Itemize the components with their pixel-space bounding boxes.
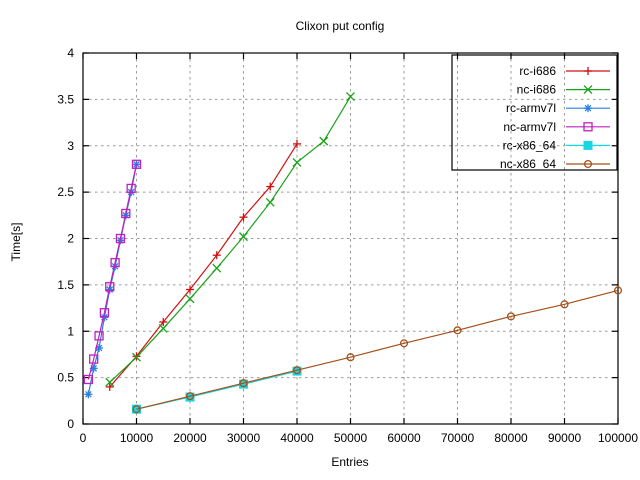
series-polyline (136, 289, 619, 410)
x-tick-label: 0 (80, 431, 87, 445)
chart-title: Clixon put config (296, 19, 385, 33)
data-point-marker (185, 392, 195, 401)
y-tick-label: 2.5 (57, 185, 74, 199)
legend-label-nc-armv7l: nc-armv7l (503, 120, 556, 134)
series-polyline (109, 143, 298, 388)
data-point-marker (292, 366, 302, 375)
series-polyline (109, 96, 352, 383)
data-point-marker (319, 136, 329, 146)
data-series-rc-i686 (105, 139, 301, 391)
data-point-marker (126, 183, 136, 194)
data-series-nc-i686 (105, 92, 355, 387)
data-series-nc-armv7l (83, 159, 142, 385)
data-point-marker (186, 285, 194, 294)
x-tick-label: 100000 (598, 431, 638, 445)
y-tick-label: 0 (67, 417, 74, 431)
x-tick-label: 50000 (334, 431, 368, 445)
data-point-marker (266, 182, 275, 191)
data-point-marker (110, 257, 120, 268)
x-tick-labels: 0 10000 20000 30000 40000 50000 60000 70000 8000… (80, 431, 639, 445)
y-tick-label: 3.5 (57, 92, 74, 106)
data-point-marker (94, 331, 104, 341)
y-tick-label: 2 (67, 232, 74, 246)
legend-label-nc-i686: nc-i686 (517, 83, 557, 97)
data-point-marker (560, 300, 569, 309)
x-tick-label: 40000 (280, 431, 314, 445)
data-point-marker (613, 286, 623, 295)
data-point-marker (265, 197, 275, 207)
legend-label-nc-x86_64: nc-x86_64 (500, 157, 556, 171)
data-point-marker (212, 251, 221, 260)
data-point-marker (105, 377, 115, 387)
y-tick-label: 1.5 (57, 278, 74, 292)
y-tick-label: 0.5 (57, 371, 74, 385)
data-point-marker (105, 282, 115, 292)
x-tick-label: 20000 (173, 431, 207, 445)
data-point-marker (583, 122, 593, 132)
data-point-marker (239, 232, 248, 242)
data-point-marker (212, 263, 222, 273)
data-point-marker (158, 324, 168, 333)
legend-entries: rc-i686 nc-i686 rc-armv7l nc-armv7l rc-x86_6… (500, 64, 610, 171)
legend-label-rc-armv7l: rc-armv7l (506, 101, 556, 115)
x-tick-label: 90000 (548, 431, 582, 445)
series-polyline (87, 164, 138, 380)
plot-frame (82, 52, 619, 425)
data-point-marker (239, 379, 248, 388)
x-tick-label: 60000 (387, 431, 421, 445)
legend-label-rc-i686: rc-i686 (519, 64, 556, 78)
data-point-marker (132, 405, 141, 414)
data-point-marker (584, 104, 592, 113)
data-point-marker (131, 159, 142, 169)
data-point-marker (115, 233, 126, 244)
x-tick-label: 30000 (227, 431, 261, 445)
x-tick-label: 80000 (494, 431, 528, 445)
data-point-marker (89, 354, 99, 364)
data-series-nc-x86_64 (132, 286, 623, 414)
data-point-marker (399, 339, 409, 348)
y-axis-label: Time[s] (9, 223, 23, 262)
y-tick-label: 4 (67, 46, 74, 60)
data-point-marker (132, 352, 141, 361)
data-point-marker (584, 67, 592, 75)
data-point-marker (121, 208, 131, 219)
y-tick-label: 1 (67, 324, 74, 338)
data-point-marker (185, 294, 195, 304)
x-tick-label: 10000 (120, 431, 154, 445)
data-point-marker (346, 353, 355, 362)
data-point-marker (84, 390, 93, 399)
data-point-marker (583, 159, 593, 169)
data-point-marker (346, 92, 355, 102)
legend-box (451, 54, 618, 171)
data-point-marker (583, 140, 593, 150)
x-axis-label: Entries (331, 455, 368, 469)
data-point-marker (99, 308, 110, 318)
data-point-marker (292, 157, 302, 167)
legend-label-rc-x86_64: rc-x86_64 (503, 138, 557, 152)
grid-lines (83, 53, 618, 424)
data-point-marker (239, 213, 248, 222)
x-tick-label: 70000 (441, 431, 475, 445)
data-point-marker (453, 326, 462, 335)
data-point-marker (583, 85, 593, 95)
data-point-marker (506, 312, 516, 321)
data-point-marker (293, 139, 301, 148)
y-tick-label: 3 (67, 139, 74, 153)
data-point-marker (132, 352, 141, 362)
y-tick-labels: 0 0.5 1 1.5 2 2.5 3 3.5 4 (57, 46, 74, 431)
data-point-marker (159, 317, 168, 326)
data-point-marker (105, 382, 114, 391)
data-series-layer (83, 92, 623, 414)
data-point-marker (83, 374, 93, 385)
